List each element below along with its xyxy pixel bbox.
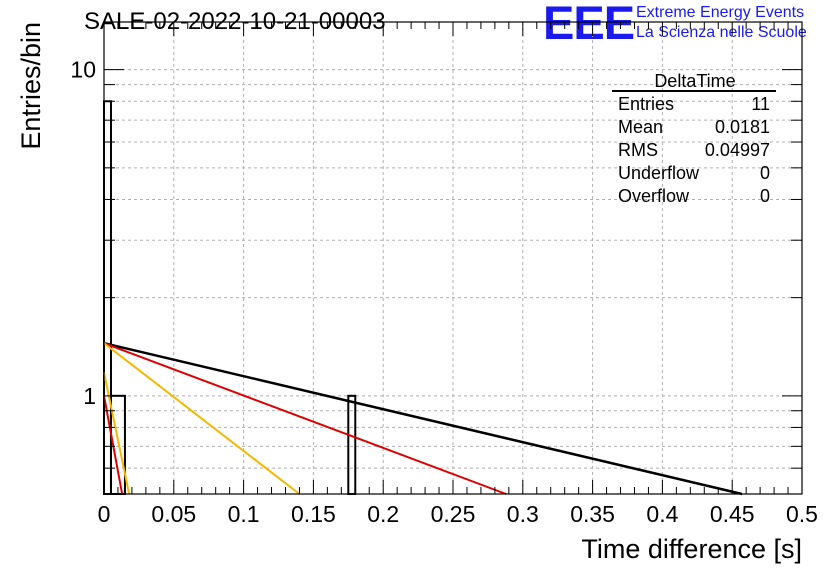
- fit-line: [103, 341, 743, 496]
- x-axis-label: Time difference [s]: [581, 534, 802, 564]
- x-tick-label: 0.05: [151, 501, 196, 527]
- stats-value: 11: [751, 94, 770, 114]
- stats-label: Mean: [618, 117, 663, 137]
- stats-value: 0: [760, 163, 770, 183]
- stats-label: Entries: [618, 94, 674, 114]
- grid-lines: [104, 22, 802, 494]
- stats-label: Overflow: [618, 186, 690, 206]
- stats-label: Underflow: [618, 163, 700, 183]
- stats-label: RMS: [618, 140, 658, 160]
- x-tick-label: 0.45: [710, 501, 755, 527]
- x-tick-label: 0: [98, 501, 111, 527]
- logo-line-1: Extreme Energy Events: [636, 4, 805, 21]
- stats-title: DeltaTime: [654, 71, 735, 91]
- fit-line: [103, 372, 131, 495]
- stats-value: 0: [760, 186, 770, 206]
- fit-line: [103, 342, 507, 495]
- fit-line: [103, 395, 124, 495]
- logo-line-2: La Scienza nelle Scuole: [636, 24, 807, 41]
- x-tick-label: 0.4: [646, 501, 678, 527]
- y-axis-label: Entries/bin: [16, 22, 46, 150]
- x-tick-label: 0.3: [507, 501, 539, 527]
- stats-value: 0.04997: [705, 140, 770, 160]
- x-tick-label: 0.5: [786, 501, 818, 527]
- y-tick-label: 10: [70, 57, 96, 83]
- x-tick-labels: 0 0.05 0.1 0.15 0.2 0.25 0.3 0.35 0.4 0.45 0.5: [98, 501, 818, 527]
- eee-logo: EEE: [543, 0, 635, 49]
- axis-ticks: [103, 22, 803, 494]
- y-tick-labels: 1 10: [70, 57, 96, 409]
- x-tick-label: 0.35: [570, 501, 615, 527]
- fit-lines: [103, 341, 743, 496]
- eee-logo-subtitle: Extreme Energy Events La Scienza nelle S…: [636, 3, 807, 43]
- stats-box: DeltaTime Entries 11 Mean 0.0181 RMS 0.04997U…: [612, 71, 776, 206]
- fit-line: [103, 342, 301, 495]
- x-tick-label: 0.25: [431, 501, 476, 527]
- x-tick-label: 0.15: [291, 501, 336, 527]
- stats-value: 0.0181: [715, 117, 770, 137]
- y-tick-label: 1: [83, 383, 96, 409]
- x-tick-label: 0.2: [367, 501, 399, 527]
- x-tick-label: 0.1: [228, 501, 260, 527]
